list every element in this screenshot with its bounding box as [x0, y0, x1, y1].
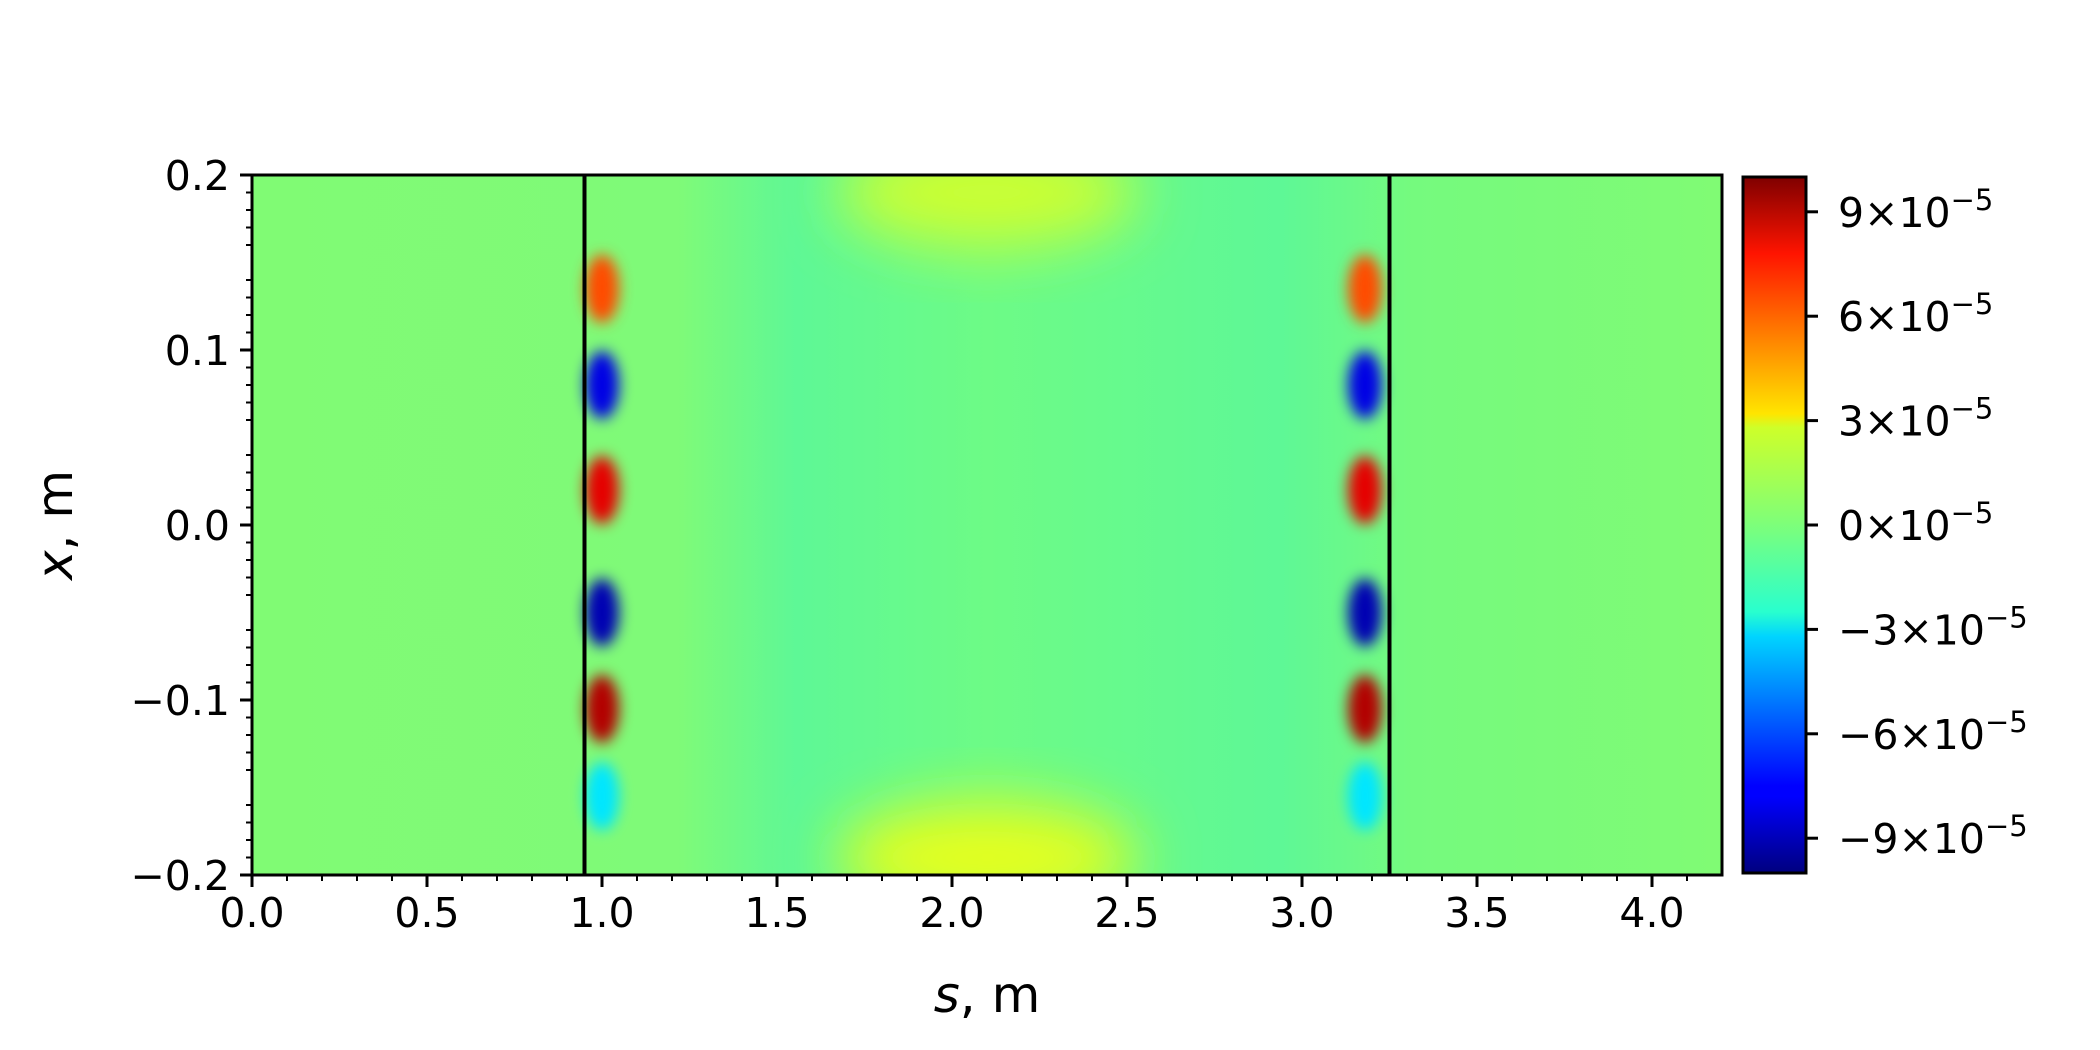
x-tick-label: 3.5	[1444, 889, 1509, 937]
x-tick-label: 2.0	[919, 889, 984, 937]
x-tick-label: 0.5	[394, 889, 459, 937]
colorbar-ticks: 9×10−5 6×10−5 3×10−5 0×10−5 −3×10−5 −6×10−5 −9…	[1806, 183, 2028, 863]
y-tick-label: −0.2	[130, 852, 230, 900]
colorbar-tick-label: 6×10−5	[1838, 287, 1993, 341]
y-axis: 0.2 0.1 0.0 −0.1 −0.2	[130, 152, 252, 900]
y-tick-label: 0.1	[165, 327, 230, 375]
colorbar-tick-label: −6×10−5	[1838, 705, 2028, 759]
field-blob	[1348, 254, 1382, 323]
field-blob	[585, 254, 619, 323]
y-tick-label: −0.1	[130, 677, 230, 725]
field-blob	[585, 351, 619, 419]
colorbar-tick-label: 3×10−5	[1838, 392, 1993, 446]
x-tick-label: 2.5	[1094, 889, 1159, 937]
field-blob	[1348, 762, 1382, 831]
colorbar-tick-label: −9×10−5	[1838, 809, 2028, 863]
field-blob	[837, 175, 1137, 248]
colorbar-tick-label: 0×10−5	[1838, 496, 1993, 550]
x-tick-label: 0.0	[219, 889, 284, 937]
x-tick-label: 3.0	[1269, 889, 1334, 937]
colorbar-tick-label: 9×10−5	[1838, 183, 1993, 237]
x-axis-label: s, m	[934, 966, 1041, 1024]
x-tick-label: 1.5	[744, 889, 809, 937]
field-layer	[585, 175, 1382, 875]
y-axis-label: x, m	[26, 470, 84, 582]
field-blob	[585, 456, 619, 524]
x-tick-label: 1.0	[569, 889, 634, 937]
colorbar-tick-label: −3×10−5	[1838, 600, 2028, 654]
field-blob	[585, 674, 619, 743]
heatmap-background	[252, 175, 1722, 875]
x-axis: 0.0 0.5 1.0 1.5 2.0 2.5 3.0 3.5 4.0	[219, 875, 1688, 937]
y-tick-label: 0.2	[165, 152, 230, 200]
field-blob	[585, 578, 619, 647]
colorbar-gradient	[1741, 175, 1808, 875]
plot-area	[250, 173, 1724, 877]
y-tick-label: 0.0	[165, 502, 230, 550]
field-blob	[1348, 456, 1382, 524]
field-blob	[1348, 674, 1382, 743]
x-tick-label: 4.0	[1619, 889, 1684, 937]
field-blob	[1348, 578, 1382, 647]
field-blob	[585, 762, 619, 831]
colorbar: 9×10−5 6×10−5 3×10−5 0×10−5 −3×10−5 −6×10−5 −9…	[1741, 175, 2028, 875]
field-blob	[1348, 351, 1382, 419]
field-blob	[837, 802, 1137, 875]
